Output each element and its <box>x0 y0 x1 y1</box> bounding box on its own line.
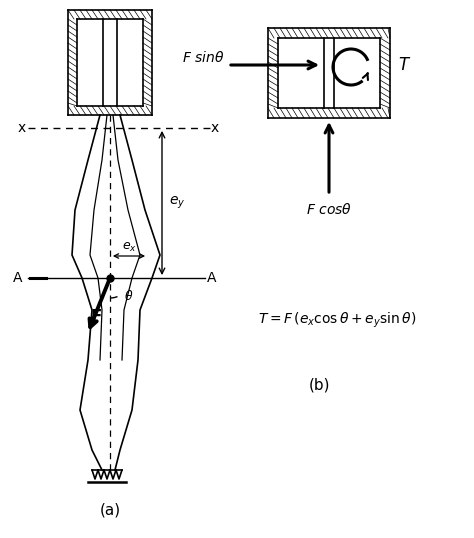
Text: $e_y$: $e_y$ <box>169 195 185 211</box>
Text: $T$: $T$ <box>398 56 411 74</box>
Text: x: x <box>18 121 26 135</box>
Text: $T{=}F\,(e_x\cos\theta + e_y\sin\theta)$: $T{=}F\,(e_x\cos\theta + e_y\sin\theta)$ <box>258 310 417 330</box>
Text: $F$ sin$\theta$: $F$ sin$\theta$ <box>182 49 224 65</box>
Text: x: x <box>211 121 219 135</box>
Text: $\mathbf{F}$: $\mathbf{F}$ <box>90 308 102 326</box>
Text: (a): (a) <box>100 502 120 518</box>
Text: $e_x$: $e_x$ <box>121 240 137 253</box>
Text: A: A <box>207 271 217 285</box>
Text: $F$ cos$\theta$: $F$ cos$\theta$ <box>306 202 352 216</box>
Text: A: A <box>13 271 23 285</box>
Text: $\theta$: $\theta$ <box>124 289 133 303</box>
Text: (b): (b) <box>309 378 331 393</box>
